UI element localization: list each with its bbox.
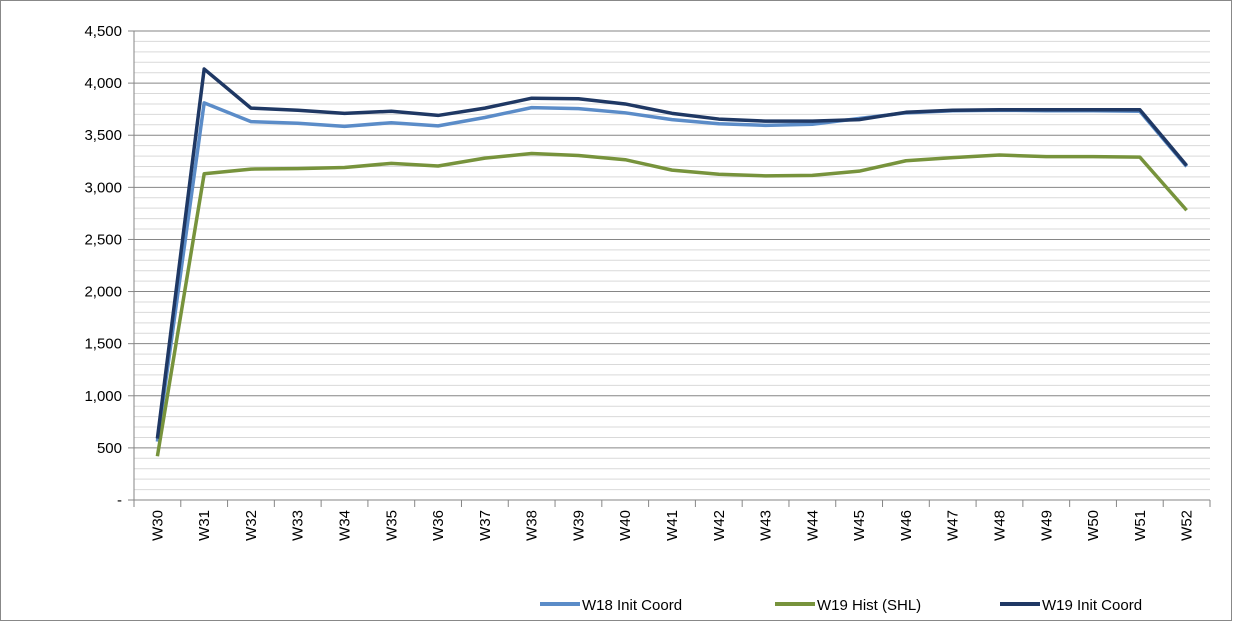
legend-label: W19 Hist (SHL)	[817, 597, 921, 614]
legend-label: W18 Init Coord	[582, 597, 682, 614]
y-tick-label: 3,000	[84, 179, 122, 196]
y-tick-label: 2,500	[84, 231, 122, 248]
x-tick-label: W37	[477, 510, 494, 541]
x-tick-label: W35	[383, 510, 400, 541]
x-tick-label: W39	[570, 510, 587, 541]
y-tick-label: 500	[97, 440, 122, 457]
x-tick-label: W36	[430, 510, 447, 541]
y-tick-label: 1,000	[84, 388, 122, 405]
x-tick-label: W42	[711, 510, 728, 541]
series-line	[155, 151, 1188, 457]
x-tick-label: W50	[1085, 510, 1102, 541]
x-tick-label: W51	[1132, 510, 1149, 541]
y-tick-label: 2,000	[84, 284, 122, 301]
series-line	[155, 67, 1188, 439]
x-tick-label: W48	[991, 510, 1008, 541]
y-tick-label: 1,500	[84, 336, 122, 353]
x-tick-label: W33	[290, 510, 307, 541]
x-tick-label: W32	[243, 510, 260, 541]
x-tick-label: W40	[617, 510, 634, 541]
y-tick-label: 4,000	[84, 75, 122, 92]
y-tick-label: 3,500	[84, 127, 122, 144]
x-tick-label: W41	[664, 510, 681, 541]
x-tick-label: W34	[337, 510, 354, 541]
legend-label: W19 Init Coord	[1042, 597, 1142, 614]
x-tick-label: W46	[898, 510, 915, 541]
x-tick-label: W47	[945, 510, 962, 541]
x-tick-label: W43	[758, 510, 775, 541]
x-tick-label: W49	[1038, 510, 1055, 541]
x-tick-label: W52	[1179, 510, 1196, 541]
y-tick-label: 4,500	[84, 23, 122, 40]
x-tick-label: W30	[149, 510, 166, 541]
x-tick-label: W45	[851, 510, 868, 541]
x-tick-label: W44	[804, 510, 821, 541]
x-tick-label: W31	[196, 510, 213, 541]
x-tick-label: W38	[524, 510, 541, 541]
y-tick-label: -	[117, 492, 122, 509]
